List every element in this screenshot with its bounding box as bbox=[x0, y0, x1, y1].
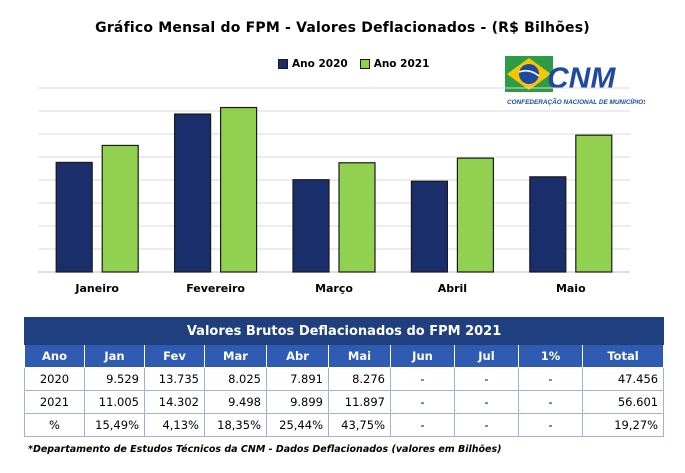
table-cell: 2020 bbox=[24, 367, 85, 391]
table-cell: 8.025 bbox=[204, 367, 267, 391]
table-cell: 56.601 bbox=[581, 390, 665, 414]
table-cell: - bbox=[518, 413, 583, 437]
table-cell: 11.005 bbox=[84, 390, 145, 414]
table-header-2: Fev bbox=[144, 344, 205, 368]
table-cell: - bbox=[518, 390, 583, 414]
table-header-row: Ano Jan Fev Mar Abr Mai Jun Jul 1% Total bbox=[24, 344, 665, 368]
table-header-7: Jul bbox=[454, 344, 519, 368]
legend-swatch-2021 bbox=[359, 59, 370, 69]
table-cell: 9.498 bbox=[204, 390, 267, 414]
legend-item-2020: Ano 2020 bbox=[278, 58, 348, 70]
table-cell: 43,75% bbox=[328, 413, 391, 437]
table-cell: 4,13% bbox=[144, 413, 205, 437]
bar-março-2020 bbox=[292, 179, 330, 273]
legend-swatch-2020 bbox=[278, 59, 288, 69]
table-cell: - bbox=[454, 367, 519, 391]
x-tick-label: Janeiro bbox=[74, 282, 119, 295]
table-body: 2020 9.529 13.735 8.025 7.891 8.276- - -47.456 2… bbox=[24, 367, 665, 437]
table-cell: - bbox=[390, 413, 455, 437]
table-header-8: 1% bbox=[518, 344, 583, 368]
bar-maio-2021 bbox=[575, 134, 613, 273]
logo-subtitle: CONFEDERAÇÃO NACIONAL DE MUNICÍPIOS bbox=[507, 97, 645, 106]
chart-x-tick-labels: Janeiro Fevereiro Março Abril Maio bbox=[74, 282, 586, 295]
table-row: 2020 9.529 13.735 8.025 7.891 8.276- - -47.456 bbox=[24, 367, 665, 391]
table-header-9: Total bbox=[581, 344, 665, 368]
chart-bars bbox=[55, 106, 613, 273]
table-cell: 2021 bbox=[24, 390, 85, 414]
fpm-table: Valores Brutos Deflacionados do FPM 2021… bbox=[23, 317, 665, 437]
table-header-6: Jun bbox=[390, 344, 455, 368]
footnote: *Departamento de Estudos Técnicos da CNM… bbox=[28, 444, 502, 455]
bar-janeiro-2021 bbox=[101, 144, 139, 273]
table-cell: - bbox=[390, 367, 455, 391]
bar-abril-2021 bbox=[456, 157, 494, 273]
x-tick-label: Fevereiro bbox=[186, 282, 245, 295]
logo-flag-band bbox=[518, 69, 540, 77]
table-cell: 11.897 bbox=[328, 390, 391, 414]
table-cell: 9.529 bbox=[84, 367, 145, 391]
bar-fevereiro-2021 bbox=[220, 106, 258, 273]
x-tick-label: Abril bbox=[438, 282, 467, 295]
table-cell: - bbox=[454, 413, 519, 437]
table-cell: 18,35% bbox=[204, 413, 267, 437]
table-cell: % bbox=[24, 413, 85, 437]
table-cell: 25,44% bbox=[266, 413, 329, 437]
table-row: % 15,49% 4,13% 18,35% 25,44% 43,75% - - -19,27% bbox=[24, 413, 665, 437]
table-cell: 47.456 bbox=[581, 367, 665, 391]
chart-title: Gráfico Mensal do FPM - Valores Deflacio… bbox=[95, 20, 590, 36]
logo-flag-globe bbox=[519, 64, 539, 84]
bar-janeiro-2020 bbox=[55, 161, 93, 273]
table-header-3: Mar bbox=[204, 344, 267, 368]
legend-label-2021: Ano 2021 bbox=[373, 58, 430, 70]
table-cell: 9.899 bbox=[266, 390, 329, 414]
table-cell: 13.735 bbox=[144, 367, 205, 391]
x-tick-label: Maio bbox=[556, 282, 586, 295]
bar-abril-2020 bbox=[410, 180, 448, 273]
table-header-1: Jan bbox=[84, 344, 145, 368]
table-cell: 19,27% bbox=[581, 413, 665, 437]
bar-março-2021 bbox=[338, 162, 376, 273]
bar-fevereiro-2020 bbox=[174, 113, 212, 273]
table-cell: 15,49% bbox=[84, 413, 145, 437]
logo-text: CNM bbox=[547, 62, 616, 95]
table-header-0: Ano bbox=[24, 344, 85, 368]
table-cell: 7.891 bbox=[266, 367, 329, 391]
bar-chart: Janeiro Fevereiro Março Abril Maio bbox=[38, 87, 630, 295]
cnm-logo: CNM CONFEDERAÇÃO NACIONAL DE MUNICÍPIOS bbox=[505, 56, 645, 106]
chart-legend: Ano 2020 Ano 2021 bbox=[278, 58, 441, 70]
table-title: Valores Brutos Deflacionados do FPM 2021 bbox=[23, 317, 665, 345]
table-cell: - bbox=[518, 367, 583, 391]
table-cell: 14.302 bbox=[144, 390, 205, 414]
table-header-5: Mai bbox=[328, 344, 391, 368]
table-cell: 8.276 bbox=[328, 367, 391, 391]
table-header-4: Abr bbox=[266, 344, 329, 368]
legend-item-2021: Ano 2021 bbox=[359, 58, 430, 70]
table-row: 2021 11.005 14.302 9.498 9.899 11.897- - -56.60… bbox=[24, 390, 665, 414]
table-cell: - bbox=[390, 390, 455, 414]
x-tick-label: Março bbox=[315, 282, 353, 295]
bar-maio-2020 bbox=[529, 176, 567, 273]
legend-label-2020: Ano 2020 bbox=[292, 58, 348, 70]
table-cell: - bbox=[454, 390, 519, 414]
